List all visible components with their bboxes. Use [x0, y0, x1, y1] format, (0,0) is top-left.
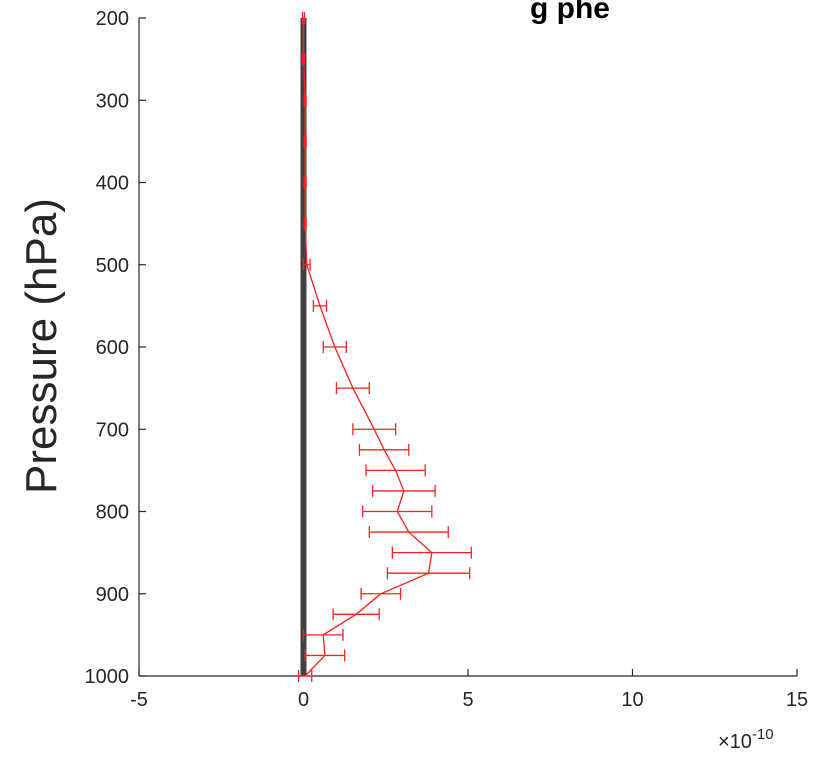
y-tick-label: 500	[96, 255, 129, 277]
chart-title: g phe	[530, 0, 610, 25]
y-tick-label: 800	[96, 502, 129, 524]
x-tick-label: 10	[621, 689, 643, 711]
y-tick-label: 700	[96, 419, 129, 441]
y-axis-label: Pressure (hPa)	[17, 198, 66, 494]
x-multiplier-label: ×10-10	[718, 726, 774, 753]
y-tick-label: 400	[96, 173, 129, 195]
profile-series	[297, 12, 472, 682]
x-tick-label: 0	[298, 689, 309, 711]
x-tick-label: 5	[462, 689, 473, 711]
y-tick-label: 200	[96, 8, 129, 30]
x-multiplier-base: ×10	[718, 731, 752, 753]
x-multiplier-exponent: -10	[752, 726, 774, 743]
y-tick-label: 900	[96, 584, 129, 606]
y-tick-label: 300	[96, 90, 129, 112]
x-tick-label: 15	[786, 689, 808, 711]
x-tick-label: -5	[130, 689, 148, 711]
y-tick-label: 600	[96, 337, 129, 359]
axes: 200 300 400 500 600 700 800 900 1000-5 0 5 10 15	[85, 8, 809, 711]
y-tick-label: 1000	[85, 666, 130, 688]
